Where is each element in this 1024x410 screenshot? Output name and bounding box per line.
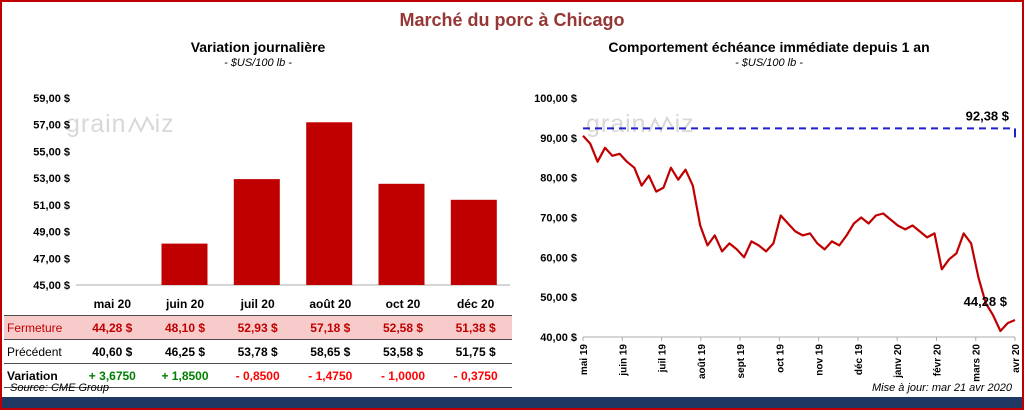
watermark-text-right: iz bbox=[674, 110, 695, 138]
grainwiz-watermark: grain iz bbox=[586, 110, 695, 139]
line-chart: 40,00 $ 50,00 $ 60,00 $ 70,00 $ 80,00 $ 90,00… bbox=[534, 93, 1022, 382]
last-price-label: 44,28 $ bbox=[964, 294, 1008, 309]
table-cell: 44,28 $ bbox=[92, 320, 133, 335]
x-tick-label: mai 19 bbox=[579, 344, 590, 376]
reference-line-label: 92,38 $ bbox=[966, 108, 1010, 123]
update-note: Mise à jour: mar 21 avr 2020 bbox=[871, 382, 1012, 394]
table-cell: 52,58 $ bbox=[382, 320, 424, 335]
y-tick-label: 59,00 $ bbox=[33, 93, 70, 105]
y-tick-label: 47,00 $ bbox=[33, 253, 70, 265]
table-cell: 58,65 $ bbox=[310, 344, 351, 359]
table-cell: 53,78 $ bbox=[237, 344, 278, 359]
x-tick-label: juil 19 bbox=[658, 344, 669, 374]
price-table: mai 20 juin 20 juil 20 août 20 oct 20 dé… bbox=[4, 292, 512, 388]
variation-row: Variation + 3,6750 + 1,8500 - 0,8500 - 1… bbox=[4, 364, 512, 388]
y-tick-label: 51,00 $ bbox=[33, 200, 70, 212]
fermeture-row: Fermeture 44,28 $ 48,10 $ 52,93 $ 57,18 … bbox=[4, 316, 512, 340]
y-tick-label: 53,00 $ bbox=[33, 173, 70, 185]
y-tick-label: 70,00 $ bbox=[540, 213, 577, 225]
row-label: Variation bbox=[7, 368, 58, 383]
table-cell: - 0,3750 bbox=[453, 368, 498, 383]
bar bbox=[306, 122, 353, 285]
bar bbox=[378, 183, 425, 285]
watermark-text-right: iz bbox=[154, 110, 175, 138]
daily-variation-panel: Variation journalière - $US/100 lb - gra… bbox=[4, 38, 512, 390]
x-tick-label: nov 19 bbox=[815, 344, 826, 376]
table-cell: + 1,8500 bbox=[161, 368, 209, 383]
table-cell: 53,58 $ bbox=[382, 344, 424, 359]
table-cell: - 1,4750 bbox=[308, 368, 353, 383]
row-label: Précédent bbox=[7, 344, 62, 359]
bar-chart: 45,00 $ 47,00 $ 49,00 $ 51,00 $ 53,00 $ 55,00… bbox=[33, 93, 510, 292]
x-tick-label: août 19 bbox=[697, 344, 708, 379]
x-tick-label: oct 19 bbox=[775, 344, 786, 373]
y-tick-label: 57,00 $ bbox=[33, 120, 70, 132]
table-cell: 57,18 $ bbox=[310, 320, 351, 335]
table-cell: 46,25 $ bbox=[164, 344, 206, 359]
column-header: mai 20 bbox=[93, 296, 131, 311]
right-chart-subtitle: - $US/100 lb - bbox=[735, 57, 803, 69]
price-line bbox=[582, 135, 1016, 333]
x-tick-label: janv 20 bbox=[893, 344, 904, 379]
y-tick-label: 45,00 $ bbox=[33, 280, 70, 292]
one-year-trend-panel: Comportement échéance immédiate depuis 1… bbox=[516, 38, 1022, 390]
left-chart-subtitle: - $US/100 lb - bbox=[224, 57, 292, 69]
y-tick-label: 100,00 $ bbox=[534, 93, 577, 105]
table-cell: + 3,6750 bbox=[88, 368, 136, 383]
column-header: juin 20 bbox=[165, 296, 204, 311]
table-cell: 51,38 $ bbox=[455, 320, 496, 335]
table-cell: 40,60 $ bbox=[92, 344, 133, 359]
table-cell: 48,10 $ bbox=[164, 320, 206, 335]
bar bbox=[233, 179, 280, 285]
table-cell: - 1,0000 bbox=[380, 368, 426, 383]
footer-bar bbox=[2, 397, 1022, 408]
x-tick-label: févr 20 bbox=[932, 344, 943, 377]
y-tick-label: 60,00 $ bbox=[540, 252, 577, 264]
y-tick-label: 80,00 $ bbox=[540, 173, 577, 185]
x-tick-label: avr 20 bbox=[1011, 344, 1022, 373]
y-tick-label: 40,00 $ bbox=[540, 332, 577, 344]
precedent-row: Précédent 40,60 $ 46,25 $ 53,78 $ 58,65 … bbox=[4, 340, 512, 364]
source-note: Source: CME Group bbox=[10, 382, 110, 394]
column-header: déc 20 bbox=[456, 296, 495, 311]
row-label: Fermeture bbox=[7, 320, 63, 335]
y-tick-label: 55,00 $ bbox=[33, 146, 70, 158]
table-cell: - 0,8500 bbox=[235, 368, 280, 383]
zigzag-icon bbox=[127, 115, 154, 133]
y-tick-label: 50,00 $ bbox=[540, 292, 577, 304]
column-header: juil 20 bbox=[240, 296, 275, 311]
page-title: Marché du porc à Chicago bbox=[399, 10, 625, 30]
bar bbox=[161, 243, 208, 285]
x-tick-label: juin 19 bbox=[618, 344, 629, 377]
table-header-row: mai 20 juin 20 juil 20 août 20 oct 20 dé… bbox=[4, 292, 512, 316]
y-tick-label: 90,00 $ bbox=[540, 133, 577, 145]
column-header: août 20 bbox=[309, 296, 352, 311]
table-cell: 51,75 $ bbox=[455, 344, 496, 359]
watermark-text-left: grain bbox=[66, 110, 127, 138]
x-tick-label: mars 20 bbox=[972, 344, 983, 382]
x-tick-label: déc 19 bbox=[854, 344, 865, 376]
left-chart-title: Variation journalière bbox=[190, 39, 326, 55]
x-tick-label: sept 19 bbox=[736, 344, 747, 379]
column-header: oct 20 bbox=[385, 296, 421, 311]
bar bbox=[450, 199, 497, 285]
table-cell: 52,93 $ bbox=[237, 320, 278, 335]
watermark-text-left: grain bbox=[586, 110, 647, 138]
grainwiz-watermark: grain iz bbox=[66, 110, 175, 139]
y-tick-label: 49,00 $ bbox=[33, 227, 70, 239]
right-chart-title: Comportement échéance immédiate depuis 1… bbox=[608, 39, 930, 55]
